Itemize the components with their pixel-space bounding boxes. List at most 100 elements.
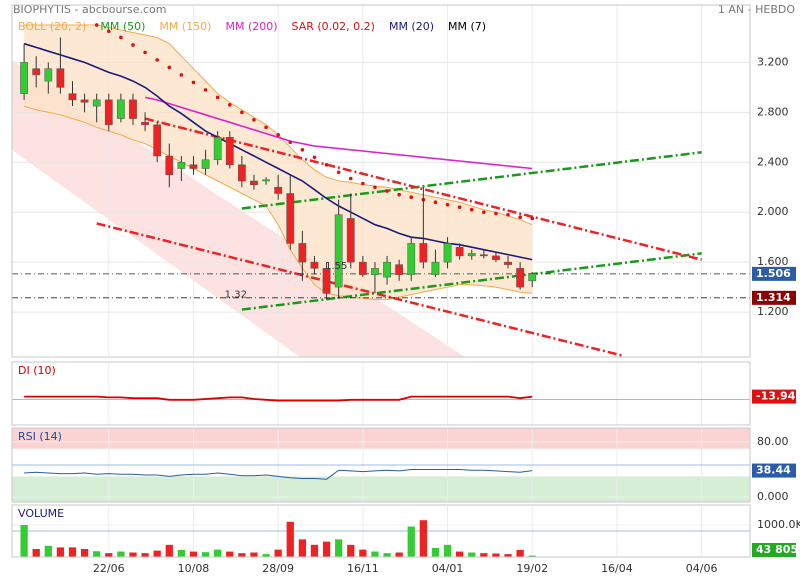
y-tick-label: 1.200 (757, 305, 789, 318)
sar-dot (469, 207, 474, 212)
panel-title: VOLUME (18, 507, 64, 520)
y-tick-label: 80.00 (757, 435, 789, 448)
y-tick-label: 2.400 (757, 155, 789, 168)
candle-body (141, 122, 149, 126)
value-tag: 38.44 (756, 464, 791, 477)
panel-candlestick (12, 5, 750, 357)
sar-dot (506, 212, 510, 217)
volume-bar (492, 553, 500, 557)
sar-dot (348, 176, 353, 181)
sar-dot (445, 202, 450, 207)
volume-bar (274, 549, 282, 557)
legend-entry: BOLL (20, 2) (18, 20, 86, 33)
volume-bar (347, 544, 355, 557)
volume-bar (407, 526, 415, 557)
sar-dot (385, 189, 389, 193)
candle-body (44, 68, 53, 82)
sar-dot (276, 133, 280, 137)
zone (12, 428, 750, 449)
candle-body (504, 261, 512, 265)
volume-bar (250, 552, 258, 557)
sar-dot (324, 162, 329, 167)
candle-body (431, 261, 440, 275)
candle-body (419, 243, 428, 263)
value-tag-bg (752, 266, 796, 281)
sar-dot (252, 118, 256, 122)
volume-bar (359, 549, 367, 557)
sar-dot (482, 210, 486, 215)
candle-body (298, 243, 307, 263)
candle-body (371, 268, 379, 275)
volume-bar (516, 549, 524, 557)
value-tag: 1.506 (756, 267, 791, 280)
bollinger-lower (23, 105, 533, 301)
value-tag: -13.94 (756, 390, 796, 403)
x-tick-label: 04/06 (686, 562, 718, 575)
candle-body (68, 93, 77, 101)
volume-bar (141, 553, 149, 557)
volume-bar (310, 544, 319, 557)
candle-body (310, 261, 319, 269)
panel-frame (11, 4, 751, 358)
candle-body (104, 99, 113, 126)
volume-bar (262, 554, 270, 557)
volume-bar (44, 545, 52, 557)
legend-entry: MM (50) (100, 20, 145, 33)
trendline (144, 117, 702, 261)
sar-dot (155, 58, 159, 62)
candle-body (443, 243, 452, 263)
sar-dot (106, 29, 111, 34)
sar-dot (494, 211, 498, 216)
y-tick-label: 1.600 (757, 255, 789, 268)
sar-dot (457, 205, 462, 210)
y-tick-label: 0.000 (757, 490, 789, 503)
y-tick-label: 1000.0K (757, 518, 800, 531)
value-tag-bg (752, 543, 796, 557)
legend-entry: MM (200) (225, 20, 277, 33)
x-tick-label: 10/08 (178, 562, 210, 575)
sar-dot (131, 43, 135, 47)
x-tick-label: 16/11 (347, 562, 379, 575)
panel-line (12, 362, 750, 425)
volume-bar (68, 547, 77, 557)
x-tick-label: 28/09 (262, 562, 294, 575)
candle-body (225, 137, 234, 166)
volume-bar (177, 549, 186, 557)
volume-bar (286, 521, 294, 557)
candle-body (516, 268, 525, 288)
sar-dot (179, 73, 184, 77)
y-tick-label: 3.200 (757, 55, 789, 68)
volume-bar (383, 553, 391, 557)
candle-body (358, 261, 367, 275)
sar-dot (336, 170, 341, 175)
candle-body (250, 180, 258, 185)
volume-bar (443, 544, 452, 557)
candle-body (528, 273, 537, 282)
candle-body (165, 155, 174, 176)
value-tag-bg (752, 290, 796, 305)
sar-dot (191, 80, 196, 85)
panel-title: DI (10) (18, 364, 56, 377)
moving-average (144, 96, 533, 170)
candle-body (274, 186, 283, 194)
candle-body (92, 99, 101, 107)
candle-body (407, 243, 416, 275)
indicator-line (24, 469, 533, 480)
x-tick-label: 19/02 (516, 562, 548, 575)
candle-body (20, 62, 28, 94)
volume-bar (105, 553, 113, 557)
candle-body (262, 179, 270, 182)
candle-body (201, 159, 210, 169)
sar-dot (143, 50, 147, 55)
sar-dot (530, 216, 535, 221)
panel-frame (11, 361, 751, 426)
panel-frame (11, 504, 751, 558)
candle-body (56, 68, 65, 88)
panel-title: RSI (14) (18, 430, 62, 443)
candle-body (455, 246, 464, 257)
panel-frame (11, 427, 751, 503)
volume-bar (322, 541, 331, 557)
volume-bar (456, 551, 464, 557)
sar-dot (227, 103, 232, 107)
header-title: BIOPHYTIS - abcbourse.com (13, 3, 166, 16)
